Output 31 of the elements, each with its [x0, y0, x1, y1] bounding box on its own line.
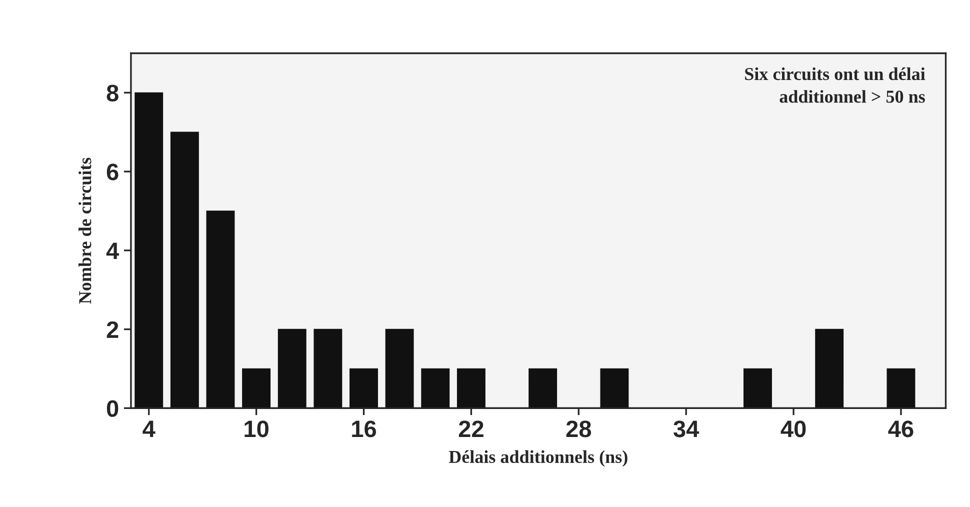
x-tick-label: 34 [674, 420, 700, 438]
y-tick-label: 6 [106, 164, 118, 180]
x-tick-label: 40 [780, 420, 806, 438]
bar [600, 368, 629, 408]
bar [385, 328, 414, 408]
bar [134, 92, 164, 408]
bar [528, 368, 558, 408]
y-tick-label: 0 [106, 400, 118, 417]
y-tick-label: 8 [106, 84, 118, 102]
bar [421, 368, 450, 408]
bar [206, 210, 235, 408]
x-tick-label: 4 [142, 420, 156, 438]
bar [815, 328, 844, 408]
bar [278, 328, 306, 408]
bar [242, 368, 271, 408]
annotation: Six circuits ont un délai additionnel > 50 ns [745, 67, 926, 103]
bar [886, 368, 916, 408]
bar [350, 368, 378, 408]
bar [456, 368, 486, 408]
y-tick-label: 2 [106, 321, 118, 338]
y-axis-title: Nombre de circuits [78, 158, 92, 304]
x-tick-label: 10 [244, 420, 268, 438]
x-tick-label: 46 [888, 420, 914, 438]
y-tick-label: 4 [106, 242, 120, 259]
x-axis-title: Délais additionnels (ns) [448, 450, 628, 467]
x-tick-label: 28 [566, 420, 592, 438]
bar [170, 132, 199, 408]
bar [314, 328, 342, 408]
bar [743, 368, 772, 408]
x-tick-label: 22 [458, 420, 484, 438]
x-tick-label: 16 [352, 420, 376, 438]
